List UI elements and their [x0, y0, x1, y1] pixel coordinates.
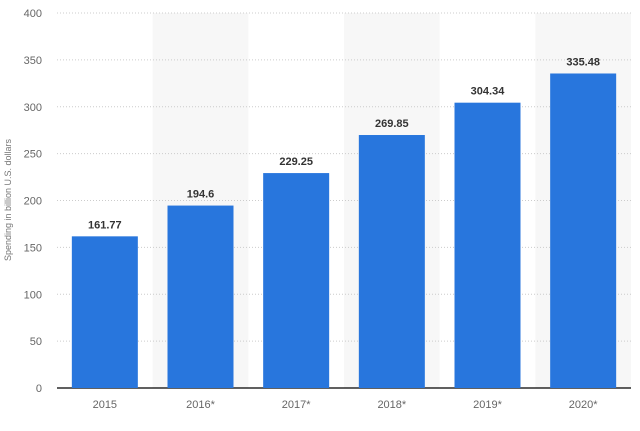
data-label: 194.6	[187, 189, 215, 201]
bar-2018*	[358, 135, 425, 388]
bar-2017*	[263, 173, 330, 388]
x-tick-label: 2015	[93, 399, 117, 411]
data-label: 229.25	[279, 156, 313, 168]
x-tick-label: 2016*	[186, 399, 215, 411]
y-tick-label: 150	[24, 242, 42, 254]
y-tick-label: 100	[24, 289, 42, 301]
bar-2016*	[167, 205, 234, 388]
y-tick-label: 300	[24, 102, 42, 114]
x-tick-label: 2020*	[569, 399, 598, 411]
bar-2015	[71, 236, 138, 388]
y-tick-label: 0	[36, 383, 42, 395]
bar-2019*	[454, 102, 521, 389]
x-tick-label: 2018*	[377, 399, 406, 411]
y-tick-label: 350	[24, 55, 42, 67]
bar-2020*	[550, 73, 617, 389]
data-label: 335.48	[566, 56, 600, 68]
y-tick-label: 50	[30, 336, 42, 348]
data-label: 161.77	[88, 219, 122, 231]
y-tick-label: 250	[24, 149, 42, 161]
y-tick-label: 200	[24, 196, 42, 208]
y-tick-label: 400	[24, 8, 42, 20]
data-label: 269.85	[375, 118, 409, 130]
x-tick-label: 2019*	[473, 399, 502, 411]
data-label: 304.34	[471, 86, 506, 98]
x-tick-label: 2017*	[282, 399, 311, 411]
y-axis-label: Spending in billion U.S. dollars	[3, 138, 13, 261]
